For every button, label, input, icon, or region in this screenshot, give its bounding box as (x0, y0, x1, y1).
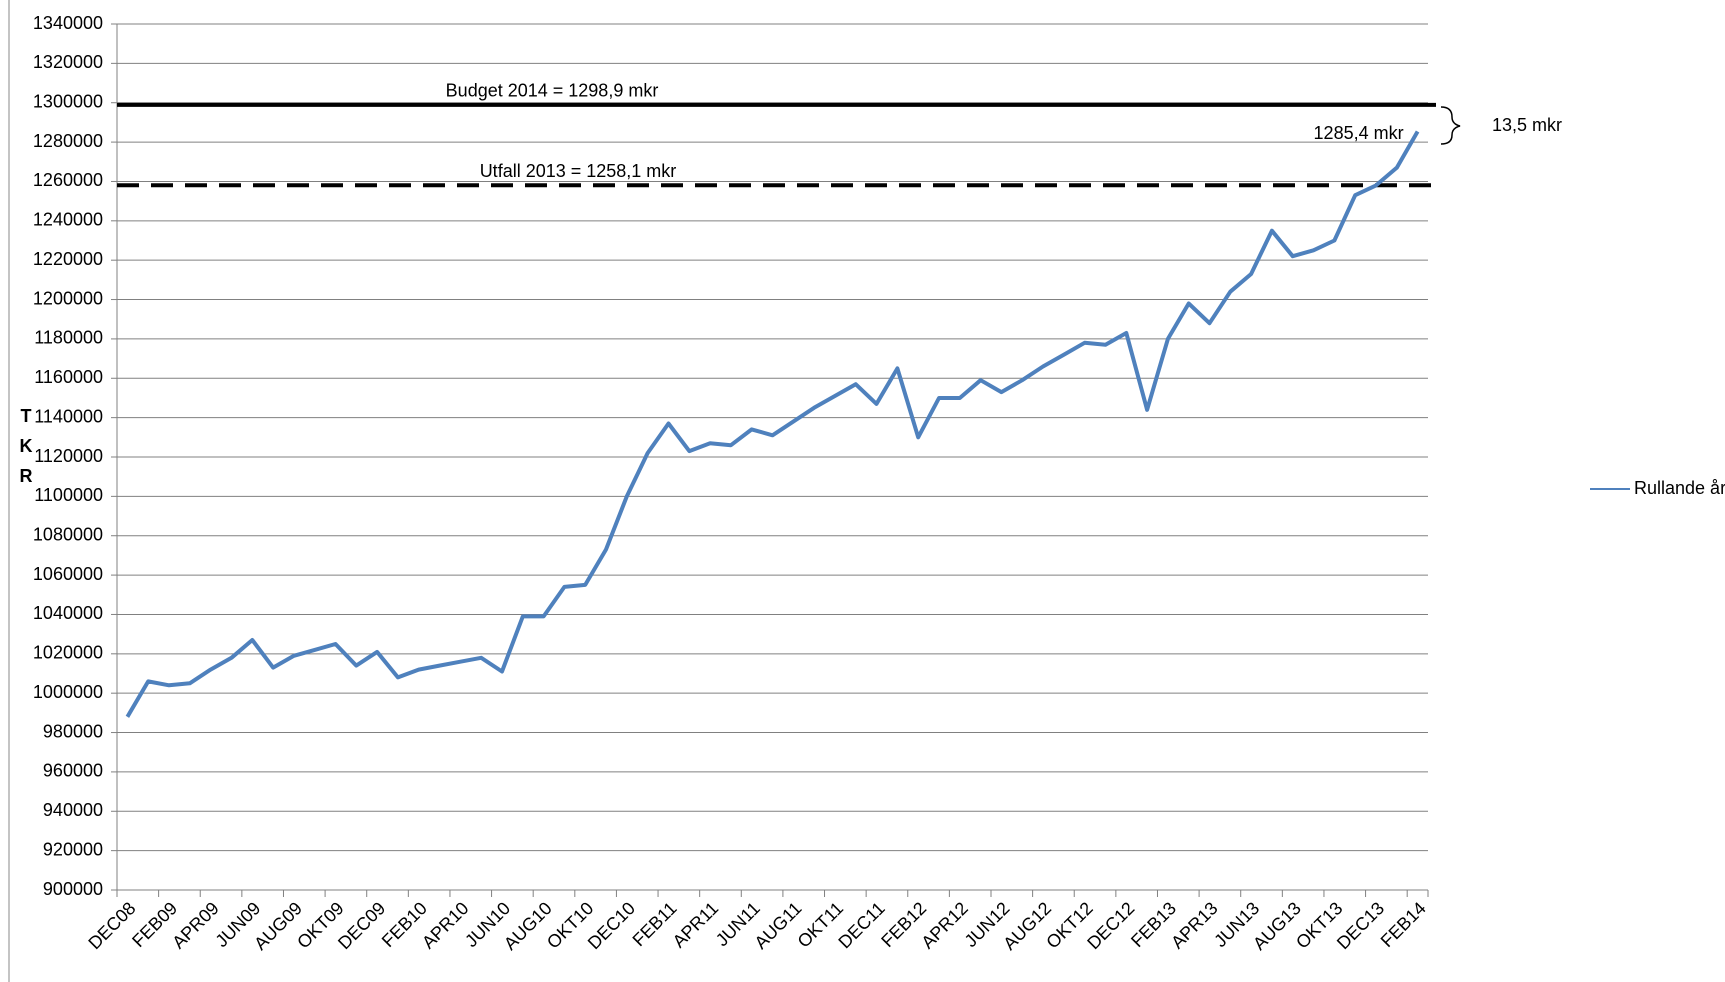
x-tick-label: APR10 (418, 898, 472, 952)
x-tick-label: APR13 (1167, 898, 1221, 952)
x-tick-label: DEC10 (584, 898, 639, 953)
y-tick-label: 1340000 (33, 13, 103, 33)
y-tick-label: 940000 (43, 800, 103, 820)
y-tick-label: 1200000 (33, 288, 103, 308)
x-tick-label: DEC12 (1083, 898, 1138, 953)
x-tick-label: APR11 (669, 898, 723, 952)
x-tick-label: APR12 (917, 898, 971, 952)
annotation: 1285,4 mkr (1314, 123, 1404, 143)
y-tick-label: 1060000 (33, 564, 103, 584)
y-tick-label: 920000 (43, 839, 103, 859)
x-tick-label: DEC09 (334, 898, 389, 953)
y-axis-label: K (20, 436, 33, 456)
x-tick-label: DEC11 (834, 898, 888, 952)
y-tick-label: 1040000 (33, 603, 103, 623)
y-tick-label: 960000 (43, 761, 103, 781)
annotation: 13,5 mkr (1492, 115, 1562, 135)
y-tick-label: 1080000 (33, 524, 103, 544)
legend-label: Rullande årsvärde (1634, 478, 1725, 498)
y-tick-label: 1120000 (34, 446, 103, 466)
y-tick-label: 1220000 (33, 249, 103, 269)
reference-label: Utfall 2013 = 1258,1 mkr (480, 161, 677, 181)
y-tick-label: 1260000 (33, 170, 103, 190)
x-tick-label: FEB14 (1377, 898, 1430, 951)
y-tick-label: 1160000 (34, 367, 103, 387)
brace (1440, 106, 1461, 145)
y-axis-label: T (21, 406, 32, 426)
y-tick-label: 1280000 (33, 131, 103, 151)
y-tick-label: 1020000 (33, 643, 103, 663)
x-tick-label: APR09 (168, 898, 222, 952)
y-tick-label: 1300000 (33, 91, 103, 111)
x-tick-label: DEC08 (84, 898, 139, 953)
y-tick-label: 1140000 (34, 406, 103, 426)
y-tick-label: 1240000 (33, 210, 103, 230)
y-tick-label: 900000 (43, 879, 103, 899)
y-tick-label: 1320000 (33, 52, 103, 72)
reference-label: Budget 2014 = 1298,9 mkr (446, 81, 659, 101)
y-tick-label: 980000 (43, 721, 103, 741)
y-tick-label: 1000000 (33, 682, 103, 702)
x-tick-label: DEC13 (1333, 898, 1388, 953)
y-tick-label: 1180000 (34, 328, 103, 348)
y-tick-label: 1100000 (34, 485, 103, 505)
x-tick-label: AUG11 (751, 898, 806, 953)
data-line (125, 130, 1420, 718)
y-axis-label: R (20, 466, 33, 486)
